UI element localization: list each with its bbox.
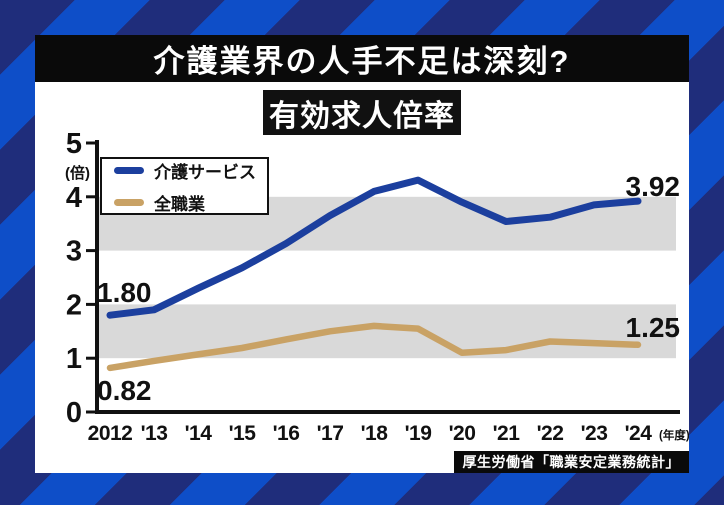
source-attribution: 厚生労働省「職業安定業務統計」 xyxy=(453,451,689,473)
care-last-value-label: 3.92 xyxy=(626,171,681,202)
x-tick-label: '16 xyxy=(273,422,300,445)
x-axis-suffix-label: (年度) xyxy=(659,428,689,442)
x-tick-label: 2012 xyxy=(88,422,133,445)
subtitle-badge: 有効求人倍率 xyxy=(263,90,461,135)
x-tick-label: '14 xyxy=(185,422,213,445)
all-jobs-line-swatch-icon xyxy=(114,198,144,206)
x-tick-label: '19 xyxy=(405,422,432,445)
x-tick-label: '17 xyxy=(317,422,344,445)
care-first-value-label: 1.80 xyxy=(97,277,152,308)
legend-item-care-service: 介護サービス xyxy=(114,158,256,183)
y-tick-label: 2 xyxy=(66,289,82,321)
y-axis-unit-label: (倍) xyxy=(65,164,90,182)
gray-band xyxy=(99,304,676,359)
page-title: 介護業界の人手不足は深刻? xyxy=(153,44,571,79)
legend-label-care-service: 介護サービス xyxy=(154,162,256,182)
source-text: 厚生労働省「職業安定業務統計」 xyxy=(462,454,680,470)
x-tick-label: '21 xyxy=(493,422,521,445)
y-tick-label: 0 xyxy=(66,397,82,429)
y-tick-label: 1 xyxy=(66,343,82,375)
y-tick-label: 4 xyxy=(66,182,82,214)
x-tick-label: '23 xyxy=(581,422,608,445)
subtitle-text: 有効求人倍率 xyxy=(269,99,455,133)
all-last-value-label: 1.25 xyxy=(626,312,681,343)
x-tick-label: '24 xyxy=(625,422,653,445)
x-tick-label: '22 xyxy=(537,422,564,445)
chart-legend: 介護サービス 全職業 xyxy=(100,157,269,215)
legend-label-all-jobs: 全職業 xyxy=(154,194,205,214)
legend-item-all-jobs: 全職業 xyxy=(114,190,255,215)
x-tick-label: '18 xyxy=(361,422,389,445)
line-chart: 0 1 2 3 4 5 (倍) 2012 '13 '14 '15 '16 '17 '18 '19 '20 '21… xyxy=(65,128,689,445)
y-tick-label: 5 xyxy=(66,128,82,160)
chart-body: 0 1 2 3 4 5 (倍) 2012 '13 '14 '15 '16 '17 '18 '19 '20 '21… xyxy=(35,82,689,473)
all-first-value-label: 0.82 xyxy=(97,375,152,406)
all-jobs-line xyxy=(106,322,642,372)
y-tick-label: 3 xyxy=(66,236,82,268)
care-service-line-swatch-icon xyxy=(114,166,144,174)
x-tick-label: '13 xyxy=(141,422,168,445)
x-tick-label: '20 xyxy=(449,422,476,445)
x-tick-label: '15 xyxy=(229,422,257,445)
panel-title-bar: 介護業界の人手不足は深刻? xyxy=(35,35,689,82)
care-service-line xyxy=(106,176,642,319)
chart-panel: 介護業界の人手不足は深刻? 0 1 2 3 4 5 (倍) 2012 '13 '14 '15 '16 '… xyxy=(35,35,689,473)
